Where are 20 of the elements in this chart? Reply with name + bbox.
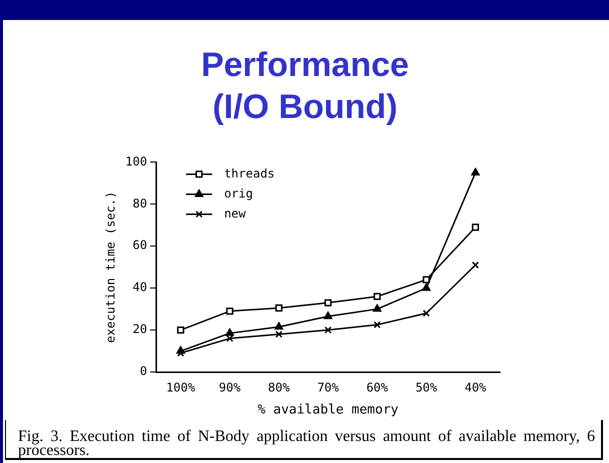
legend-label: new	[224, 206, 247, 220]
x-tick-label: 50%	[415, 380, 438, 394]
x-tick-label: 100%	[166, 380, 196, 394]
y-tick-label: 100	[125, 154, 148, 168]
x-tick-label: 40%	[464, 380, 488, 394]
chart-title: Performance (I/O Bound)	[200, 45, 410, 128]
y-tick-label: 20	[132, 322, 148, 336]
caption: Fig. 3. Execution time of N-Body application versus amount of available memory, 6 processors.	[5, 420, 603, 460]
x-axis-title: % available memory	[258, 402, 399, 418]
y-tick-label: 60	[132, 238, 148, 252]
x-tick-label: 60%	[366, 380, 389, 394]
x-tick-label: 90%	[218, 380, 242, 394]
legend-label: orig	[224, 186, 253, 200]
y-tick-label: 0	[140, 364, 148, 378]
x-tick-label: 70%	[317, 380, 340, 394]
x-tick-label: 80%	[268, 380, 291, 394]
y-tick-label: 80	[132, 196, 148, 210]
y-tick-label: 40	[132, 280, 148, 294]
y-axis-title: execution time (sec.)	[103, 191, 118, 343]
legend-label: threads	[224, 166, 275, 180]
